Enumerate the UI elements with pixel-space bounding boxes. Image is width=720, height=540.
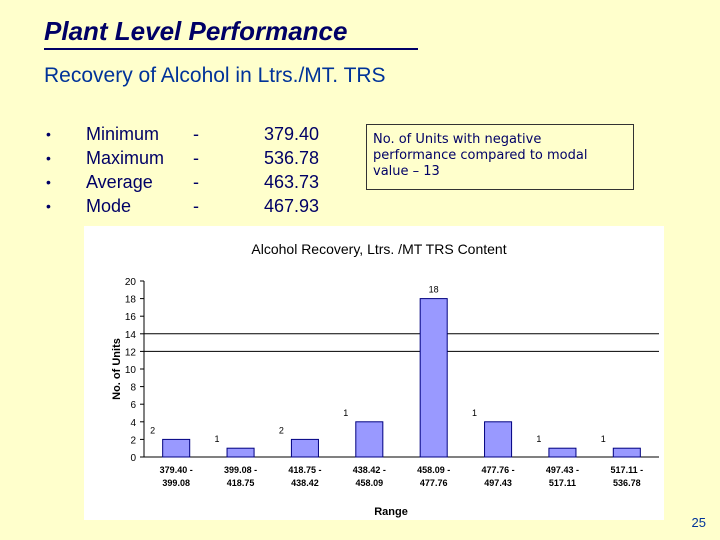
chart-title: Alcohol Recovery, Ltrs. /MT TRS Content: [251, 241, 506, 257]
stat-value: 536.78: [264, 148, 320, 168]
stat-value: 379.40: [264, 124, 320, 144]
bar: [290, 438, 319, 458]
y-tick-label: 16: [125, 312, 137, 323]
x-tick-label: 418.75 -: [288, 465, 321, 475]
bar: [355, 421, 384, 458]
y-tick-label: 6: [130, 400, 136, 411]
x-tick-label: 497.43: [484, 478, 512, 488]
y-tick-label: 2: [130, 435, 136, 446]
stat-dash: -: [193, 148, 199, 168]
bullet: •: [46, 126, 51, 142]
data-label: 2: [150, 425, 155, 435]
y-tick-label: 8: [130, 383, 136, 394]
x-tick-label: 438.42 -: [353, 465, 386, 475]
bar: [484, 421, 513, 458]
x-tick-label: 477.76: [420, 478, 448, 488]
x-tick-label: 458.09: [356, 478, 384, 488]
bar: [548, 447, 577, 458]
y-tick-label: 10: [125, 365, 137, 376]
slide-subtitle: Recovery of Alcohol in Ltrs./MT. TRS: [44, 64, 386, 87]
y-tick-label: 12: [125, 347, 137, 358]
stat-label: Mode: [86, 196, 132, 216]
stat-dash: -: [193, 124, 199, 144]
x-tick-label: 536.78: [613, 478, 641, 488]
x-tick-label: 517.11 -: [611, 465, 644, 475]
bar: [162, 438, 191, 458]
x-tick-label: 458.09 -: [417, 465, 450, 475]
data-label: 18: [429, 285, 439, 295]
x-tick-label: 477.76 -: [482, 465, 515, 475]
x-axis-label: Range: [374, 506, 408, 518]
x-tick-label: 399.08 -: [224, 465, 257, 475]
bullet: •: [46, 150, 51, 166]
y-tick-label: 18: [125, 295, 137, 306]
histogram-chart: Alcohol Recovery, Ltrs. /MT TRS Content 0…: [111, 241, 659, 518]
stat-label: Average: [86, 172, 153, 192]
x-tick-label: 497.43 -: [546, 465, 579, 475]
page-number: 25: [691, 515, 706, 530]
bar: [226, 447, 255, 458]
stat-value: 467.93: [264, 196, 320, 216]
stat-value: 463.73: [264, 172, 320, 192]
x-tick-label: 379.40 -: [160, 465, 193, 475]
y-axis-label: No. of Units: [111, 338, 123, 400]
x-tick-label: 517.11: [549, 478, 576, 488]
bar: [419, 298, 448, 458]
bullet: •: [46, 174, 51, 190]
x-tick-label: 438.42: [291, 478, 319, 488]
data-label: 1: [601, 434, 606, 444]
x-tick-label: 418.75: [227, 478, 255, 488]
slide-title: Plant Level Performance: [44, 16, 348, 46]
title-underline: [44, 48, 418, 50]
stat-label: Minimum: [86, 124, 160, 144]
x-tick-label: 399.08: [162, 478, 190, 488]
stat-label: Maximum: [86, 148, 165, 168]
chart-panel: Alcohol Recovery, Ltrs. /MT TRS Content 0…: [84, 226, 664, 520]
data-label: 1: [536, 434, 541, 444]
data-label: 2: [279, 425, 284, 435]
stat-dash: -: [193, 196, 199, 216]
stat-dash: -: [193, 172, 199, 192]
note-box: No. of Units with negative performance c…: [366, 124, 634, 190]
y-tick-label: 4: [130, 418, 136, 429]
data-label: 1: [343, 408, 348, 418]
data-label: 1: [472, 408, 477, 418]
y-tick-label: 20: [125, 277, 137, 288]
y-tick-label: 0: [130, 453, 136, 464]
y-tick-label: 14: [125, 330, 137, 341]
bar: [612, 447, 641, 458]
data-label: 1: [215, 434, 220, 444]
bullet: •: [46, 198, 51, 214]
